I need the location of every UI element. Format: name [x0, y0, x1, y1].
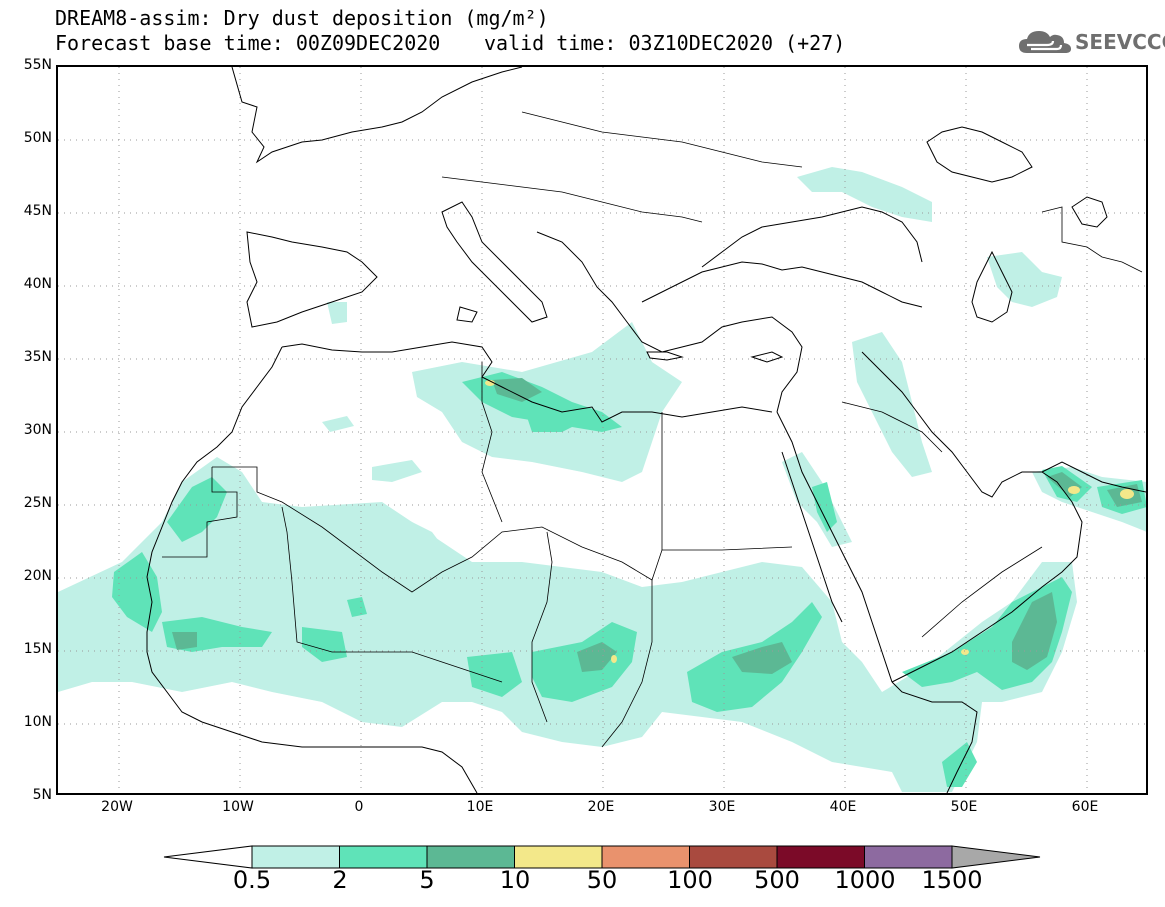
colorbar-low-arrow [163, 845, 253, 869]
forecast-base-time: Forecast base time: 00Z09DEC2020 [55, 31, 441, 55]
colorbar-bin [864, 845, 953, 869]
map-title: DREAM8-assim: Dry dust deposition (mg/m²… [55, 6, 549, 30]
legend-label-2: 2 [332, 866, 348, 894]
colorbar-bins [251, 845, 953, 869]
dust-field-peak [485, 380, 1134, 663]
colorbar-bin [776, 845, 865, 869]
dust-field-high [172, 378, 1142, 674]
lat-label-35n: 35N [23, 349, 52, 365]
lon-label-10e: 10E [466, 799, 494, 815]
lon-label-30e: 30E [708, 799, 736, 815]
legend-label-1500: 1500 [921, 866, 983, 894]
colorbar-bin [601, 845, 690, 869]
lat-label-55n: 55N [23, 57, 52, 73]
lat-label-5n: 5N [32, 787, 52, 803]
colorbar-high-arrow [951, 845, 1041, 869]
legend-label-500: 500 [754, 866, 800, 894]
seevccc-logo: SEEVCCC [1017, 27, 1165, 57]
lon-label-40e: 40E [829, 799, 857, 815]
legend-label-5: 5 [419, 866, 435, 894]
colorbar-bin [426, 845, 515, 869]
lon-label-10w: 10W [222, 799, 254, 815]
valid-time: valid time: 03Z10DEC2020 (+27) [484, 31, 846, 55]
legend-label-1000: 1000 [834, 866, 896, 894]
lat-label-15n: 15N [23, 641, 52, 657]
logo-text: SEEVCCC [1075, 30, 1165, 54]
lon-label-50e: 50E [950, 799, 978, 815]
lat-label-10n: 10N [23, 714, 52, 730]
lat-label-50n: 50N [23, 130, 52, 146]
colorbar-bin [689, 845, 778, 869]
dust-deposition-map[interactable] [56, 65, 1148, 795]
lon-label-20e: 20E [587, 799, 615, 815]
lon-label-0: 0 [354, 799, 364, 815]
legend-label-0-5: 0.5 [232, 866, 272, 894]
colorbar-bin [514, 845, 603, 869]
graticule [58, 67, 1146, 793]
lon-label-60e: 60E [1071, 799, 1099, 815]
lat-label-45n: 45N [23, 203, 52, 219]
legend-label-50: 50 [586, 866, 618, 894]
colorbar-bin [251, 845, 340, 869]
cloud-icon [1019, 31, 1071, 53]
lat-label-30n: 30N [23, 422, 52, 438]
lon-label-20w: 20W [101, 799, 133, 815]
country-borders [162, 111, 1143, 748]
colorbar-legend [163, 845, 1041, 869]
dust-field-medium [112, 372, 1146, 787]
lat-label-25n: 25N [23, 495, 52, 511]
coastlines [146, 67, 1146, 793]
legend-label-100: 100 [667, 866, 713, 894]
map-canvas [58, 67, 1146, 793]
colorbar-bin [339, 845, 428, 869]
lat-label-20n: 20N [23, 568, 52, 584]
legend-label-10: 10 [499, 866, 531, 894]
lat-label-40n: 40N [23, 276, 52, 292]
